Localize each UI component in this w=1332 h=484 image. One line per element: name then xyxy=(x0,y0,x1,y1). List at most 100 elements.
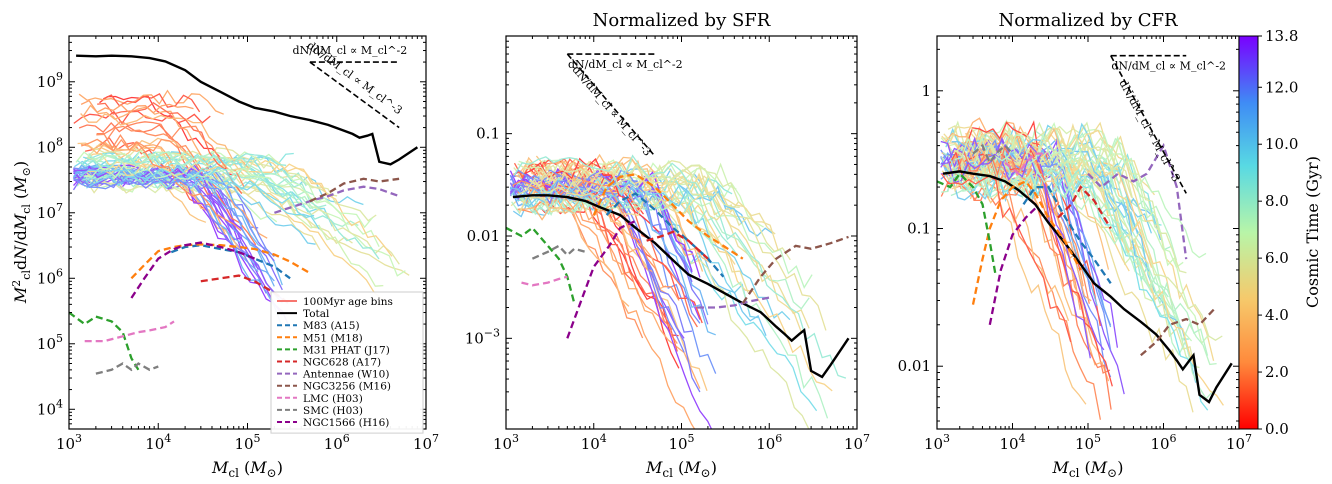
annotation-slope-2: dN/dM_cl ∝ M_cl^-2 xyxy=(293,44,408,57)
series-total xyxy=(76,54,419,166)
colorbar: 0.0 2.0 4.0 6.0 8.0 10.0 12.0 13.8 Cosmic Time (… xyxy=(1238,27,1322,438)
colorbar-label: Cosmic Time (Gyr) xyxy=(1303,156,1322,308)
age-bin-line xyxy=(954,132,1207,259)
series-antennae-w10 xyxy=(1087,142,1188,260)
series-ngc1566-h16 xyxy=(566,219,637,339)
x-tick-label: 104 xyxy=(581,432,607,453)
age-bin-line xyxy=(78,89,224,115)
series-smc-h03 xyxy=(95,362,159,375)
age-bin-line xyxy=(940,148,1112,351)
series-ngc3256-m16 xyxy=(741,235,849,304)
axes-frame xyxy=(505,35,858,430)
colorbar-tick-label: 6.0 xyxy=(1265,249,1289,267)
age-bin-line xyxy=(510,176,733,201)
panel-2: dN/dM_cl ∝ M_cl^-2dN/dM_cl ∝ M_cl^-3 103 1… xyxy=(465,10,870,480)
series-m31-phat-j17 xyxy=(69,311,140,371)
colorbar-gradient xyxy=(1238,35,1259,430)
age-bin-line xyxy=(512,180,680,301)
x-tick-label: 105 xyxy=(1075,432,1101,453)
x-tick-label: 105 xyxy=(234,432,260,453)
legend-label: M83 (A15) xyxy=(303,320,360,332)
age-bin-line xyxy=(518,192,726,221)
legend-label: Total xyxy=(303,308,330,320)
y-tick-label: 108 xyxy=(37,135,63,156)
age-bin-line xyxy=(88,150,314,197)
legend-label: LMC (H03) xyxy=(303,393,363,405)
legend-label: 100Myr age bins xyxy=(303,296,393,308)
age-bin-line xyxy=(106,125,245,187)
age-bin-line xyxy=(950,133,1223,341)
age-bin-line xyxy=(947,159,1194,413)
legend-label: M31 PHAT (J17) xyxy=(303,344,390,356)
series-lmc-h03 xyxy=(84,320,175,343)
x-tick-label: 106 xyxy=(1150,432,1176,453)
age-bin-curves xyxy=(509,153,847,429)
series-antennae-w10 xyxy=(697,296,770,309)
x-tick-label: 104 xyxy=(145,432,171,453)
series-m51-m18 xyxy=(592,173,744,260)
y-tick-label: 0.1 xyxy=(476,125,500,143)
age-bin-line xyxy=(80,99,194,114)
x-tick-label: 106 xyxy=(756,432,782,453)
x-tick-label: 107 xyxy=(413,432,439,453)
y-tick-label: 10−3 xyxy=(465,326,500,347)
age-bin-line xyxy=(942,147,1209,345)
series-lmc-h03 xyxy=(1004,152,1049,176)
x-axis-label: Mcl (M⊙) xyxy=(1052,458,1124,480)
guide-slope-3 xyxy=(1110,55,1187,194)
age-bin-line xyxy=(76,153,287,169)
age-bin-line xyxy=(956,146,1060,214)
age-bin-line xyxy=(941,173,1072,343)
y-axis-label: M2cldN/dMcl (M⊙) xyxy=(10,161,33,304)
series-m51-m18 xyxy=(971,179,1082,305)
age-bin-line xyxy=(969,181,1087,405)
age-bin-line xyxy=(80,141,227,236)
age-bin-line xyxy=(518,172,740,209)
series-ngc3256-m16 xyxy=(1140,306,1218,357)
age-bin-line xyxy=(943,121,1156,196)
guide-slope-3 xyxy=(566,53,656,157)
legend-label: NGC3256 (M16) xyxy=(303,381,391,393)
age-bin-line xyxy=(86,156,377,222)
series-ngc3256-m16 xyxy=(309,177,400,203)
colorbar-tick-label: 13.8 xyxy=(1265,27,1298,45)
colorbar-tick-label: 2.0 xyxy=(1265,363,1289,381)
series-ngc1566-h16 xyxy=(988,207,1037,326)
age-bin-line xyxy=(959,142,1070,322)
age-bin-line xyxy=(512,194,767,337)
x-tick-label: 104 xyxy=(999,432,1025,453)
series-ngc628-a17 xyxy=(646,230,709,260)
series-total xyxy=(942,170,1233,404)
x-tick-label: 103 xyxy=(493,432,519,453)
age-bin-line xyxy=(942,150,1127,242)
legend-label: Antennae (W10) xyxy=(302,369,389,381)
age-bin-line xyxy=(948,167,1209,356)
age-bin-line xyxy=(97,101,243,195)
age-bin-line xyxy=(518,206,630,307)
panel-title: Normalized by CFR xyxy=(998,10,1178,31)
y-tick-label: 1 xyxy=(921,82,931,100)
age-bin-line xyxy=(96,120,218,190)
plot-area xyxy=(937,117,1233,420)
x-axis-label: Mcl (M⊙) xyxy=(211,458,283,480)
y-tick-label: 107 xyxy=(37,201,63,222)
age-bin-line xyxy=(80,113,250,170)
colorbar-tick-label: 12.0 xyxy=(1265,78,1298,96)
y-tick-label: 109 xyxy=(37,70,63,91)
series-m83-a15 xyxy=(605,192,725,278)
series-total xyxy=(512,194,850,379)
y-tick-label: 106 xyxy=(37,266,63,287)
age-bin-line xyxy=(80,138,210,171)
series-m31-phat-j17 xyxy=(937,171,997,277)
legend-label: M51 (M18) xyxy=(303,332,363,344)
plot-area xyxy=(506,153,850,429)
series-smc-h03 xyxy=(531,244,586,260)
legend-label: NGC628 (A17) xyxy=(303,357,381,369)
age-bin-line xyxy=(86,162,393,257)
annotation-slope-2: dN/dM_cl ∝ M_cl^-2 xyxy=(1111,60,1226,73)
series-ngc628-a17 xyxy=(1057,185,1112,230)
